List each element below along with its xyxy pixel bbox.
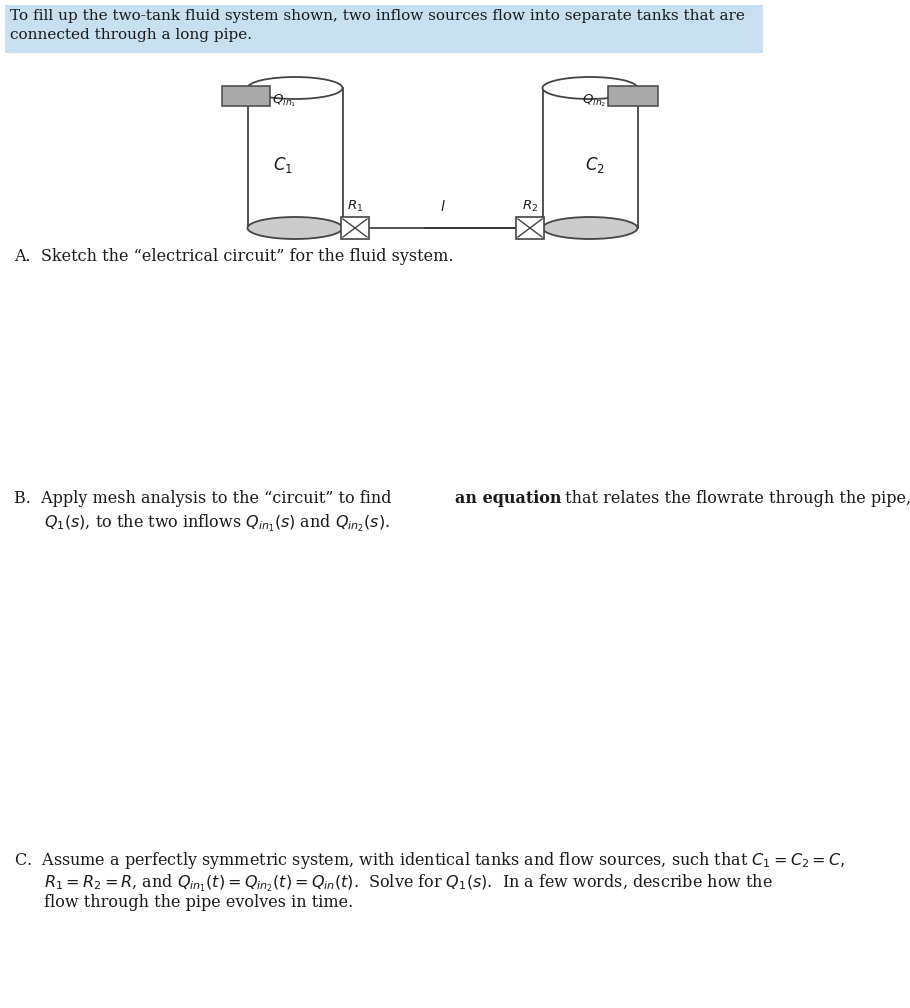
Text: To fill up the two-tank fluid system shown, two inflow sources flow into separat: To fill up the two-tank fluid system sho… [10, 9, 745, 23]
Text: C.  Assume a perfectly symmetric system, with identical tanks and flow sources, : C. Assume a perfectly symmetric system, … [14, 850, 845, 871]
Text: $R_1$: $R_1$ [347, 199, 363, 214]
Text: A.  Sketch the “electrical circuit” for the fluid system.: A. Sketch the “electrical circuit” for t… [14, 248, 453, 265]
Bar [5, 5, 763, 53]
Text: B.  Apply mesh analysis to the “circuit” to find: B. Apply mesh analysis to the “circuit” … [14, 490, 397, 507]
Bar [248, 88, 342, 228]
Text: $R_2$: $R_2$ [522, 199, 538, 214]
Bar [542, 88, 638, 228]
Bar [341, 217, 369, 239]
Ellipse shape [248, 77, 342, 99]
Text: $C_1$: $C_1$ [273, 155, 293, 175]
Bar [608, 86, 658, 106]
Text: flow through the pipe evolves in time.: flow through the pipe evolves in time. [44, 894, 353, 911]
Ellipse shape [542, 217, 638, 239]
Text: $Q_{in_2}$: $Q_{in_2}$ [581, 92, 606, 109]
Text: that relates the flowrate through the pipe,: that relates the flowrate through the pi… [560, 490, 910, 507]
Ellipse shape [542, 77, 638, 99]
Text: connected through a long pipe.: connected through a long pipe. [10, 28, 252, 42]
Bar [222, 86, 270, 106]
Text: $Q_{in_1}$: $Q_{in_1}$ [272, 92, 297, 109]
Text: $C_2$: $C_2$ [585, 155, 605, 175]
Bar [516, 217, 544, 239]
Text: $l$: $l$ [440, 199, 445, 214]
Ellipse shape [248, 217, 342, 239]
Text: $Q_1(s)$, to the two inflows $Q_{in_1}(s)$ and $Q_{in_2}(s)$.: $Q_1(s)$, to the two inflows $Q_{in_1}(s… [44, 512, 390, 533]
Text: $R_1 = R_2 = R$, and $Q_{in_1}(t) = Q_{in_2}(t) = Q_{in}(t)$.  Solve for $Q_1(s): $R_1 = R_2 = R$, and $Q_{in_1}(t) = Q_{i… [44, 872, 773, 893]
Text: an equation: an equation [455, 490, 561, 507]
